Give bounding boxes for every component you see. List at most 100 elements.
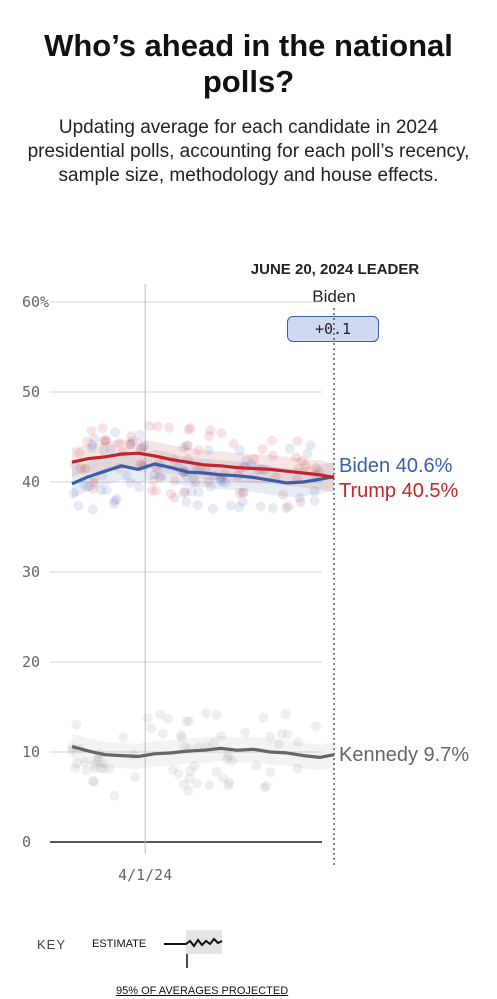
poll-dot-trump xyxy=(169,475,180,486)
poll-dot-kennedy xyxy=(265,767,276,778)
poll-dot-biden xyxy=(180,486,191,497)
poll-dot-trump xyxy=(126,431,137,442)
poll-dot-biden xyxy=(106,444,117,455)
poll-dot-kennedy xyxy=(95,762,106,773)
end-label-trump: Trump 40.5% xyxy=(339,480,459,502)
poll-dot-trump xyxy=(166,488,177,499)
poll-dot-kennedy xyxy=(71,719,82,730)
y-tick-label: 40 xyxy=(22,473,40,491)
poll-dot-kennedy xyxy=(129,772,140,783)
poll-dot-biden xyxy=(285,443,296,454)
poll-dot-biden xyxy=(241,455,252,466)
poll-dot-trump xyxy=(311,462,322,473)
poll-dot-kennedy xyxy=(79,757,90,768)
poll-dot-kennedy xyxy=(258,712,269,723)
poll-dot-trump xyxy=(297,456,308,467)
poll-dot-biden xyxy=(233,502,244,513)
y-tick-label: 60% xyxy=(22,293,49,311)
poll-dot-kennedy xyxy=(173,768,184,779)
poll-dot-biden xyxy=(87,439,98,450)
end-label-biden: Biden 40.6% xyxy=(339,455,453,477)
uncertainty-band-kennedy xyxy=(72,734,334,770)
poll-dot-trump xyxy=(291,452,302,463)
poll-dot-biden xyxy=(193,487,204,498)
poll-dot-kennedy xyxy=(109,790,120,801)
poll-dot-trump xyxy=(164,422,175,433)
poll-dot-trump xyxy=(203,476,214,487)
poll-dot-trump xyxy=(204,431,215,442)
key-label: KEY xyxy=(37,937,67,952)
poll-dot-trump xyxy=(97,423,108,434)
poll-dot-biden xyxy=(127,436,138,447)
poll-dot-kennedy xyxy=(157,728,168,739)
poll-dot-trump xyxy=(113,437,124,448)
poll-dot-biden xyxy=(188,473,199,484)
poll-dot-biden xyxy=(182,440,193,451)
poll-dot-biden xyxy=(139,441,150,452)
poll-dot-biden xyxy=(83,481,94,492)
poll-dot-kennedy xyxy=(311,721,322,732)
poll-dot-biden xyxy=(87,504,98,515)
poll-dot-biden xyxy=(134,482,145,493)
poll-dot-kennedy xyxy=(280,709,291,720)
poll-dot-trump xyxy=(205,425,216,436)
y-tick-label: 10 xyxy=(22,743,40,761)
poll-dot-kennedy xyxy=(183,785,194,796)
poll-dot-trump xyxy=(74,448,85,459)
poll-dot-trump xyxy=(86,425,97,436)
poll-dot-trump xyxy=(228,439,239,450)
poll-dot-trump xyxy=(80,463,91,474)
poll-dot-trump xyxy=(234,487,245,498)
poll-dot-trump xyxy=(137,443,148,454)
poll-dot-trump xyxy=(101,435,112,446)
poll-dot-kennedy xyxy=(89,759,100,770)
poll-dot-trump xyxy=(125,439,136,450)
poll-dot-biden xyxy=(215,474,226,485)
poll-dot-biden xyxy=(267,503,278,514)
poll-dot-kennedy xyxy=(167,764,178,775)
poll-dot-kennedy xyxy=(92,755,103,766)
poll-dot-kennedy xyxy=(223,750,234,761)
poll-dot-kennedy xyxy=(259,782,270,793)
poll-dot-trump xyxy=(238,487,249,498)
poll-dot-biden xyxy=(309,486,320,497)
poll-dot-trump xyxy=(266,435,277,446)
poll-dot-biden xyxy=(203,445,214,456)
poll-dot-biden xyxy=(149,469,160,480)
poll-dot-kennedy xyxy=(221,754,232,765)
poll-dot-trump xyxy=(88,477,99,488)
poll-dot-kennedy xyxy=(89,776,100,787)
y-tick-label: 30 xyxy=(22,563,40,581)
poll-dot-biden xyxy=(125,439,136,450)
poll-dot-kennedy xyxy=(118,732,129,743)
poll-dot-biden xyxy=(294,493,305,504)
poll-dot-biden xyxy=(121,470,132,481)
y-tick-label: 20 xyxy=(22,653,40,671)
poll-dot-biden xyxy=(86,442,97,453)
poll-dot-trump xyxy=(183,424,194,435)
series-line-biden xyxy=(71,462,335,486)
poll-dot-trump xyxy=(185,423,196,434)
poll-dot-biden xyxy=(237,487,248,498)
poll-dot-biden xyxy=(96,485,107,496)
poll-dot-kennedy xyxy=(146,723,157,734)
poll-dot-kennedy xyxy=(215,731,226,742)
leader-name: Biden xyxy=(312,287,356,306)
poll-dot-trump xyxy=(150,485,161,496)
poll-dot-trump xyxy=(193,445,204,456)
poll-dot-biden xyxy=(89,433,100,444)
poll-dot-kennedy xyxy=(282,729,293,740)
poll-dot-kennedy xyxy=(97,763,108,774)
poll-dot-biden xyxy=(205,481,216,492)
poll-dot-trump xyxy=(148,475,159,486)
poll-dot-biden xyxy=(98,445,109,456)
poll-dot-kennedy xyxy=(191,778,202,789)
poll-dot-trump xyxy=(292,436,303,447)
poll-dot-biden xyxy=(281,502,292,513)
poll-dot-kennedy xyxy=(240,727,251,738)
poll-dot-kennedy xyxy=(98,758,109,769)
poll-dot-biden xyxy=(207,503,218,514)
poll-dot-kennedy xyxy=(251,760,262,771)
poll-dot-biden xyxy=(110,427,121,438)
poll-dot-trump xyxy=(88,484,99,495)
